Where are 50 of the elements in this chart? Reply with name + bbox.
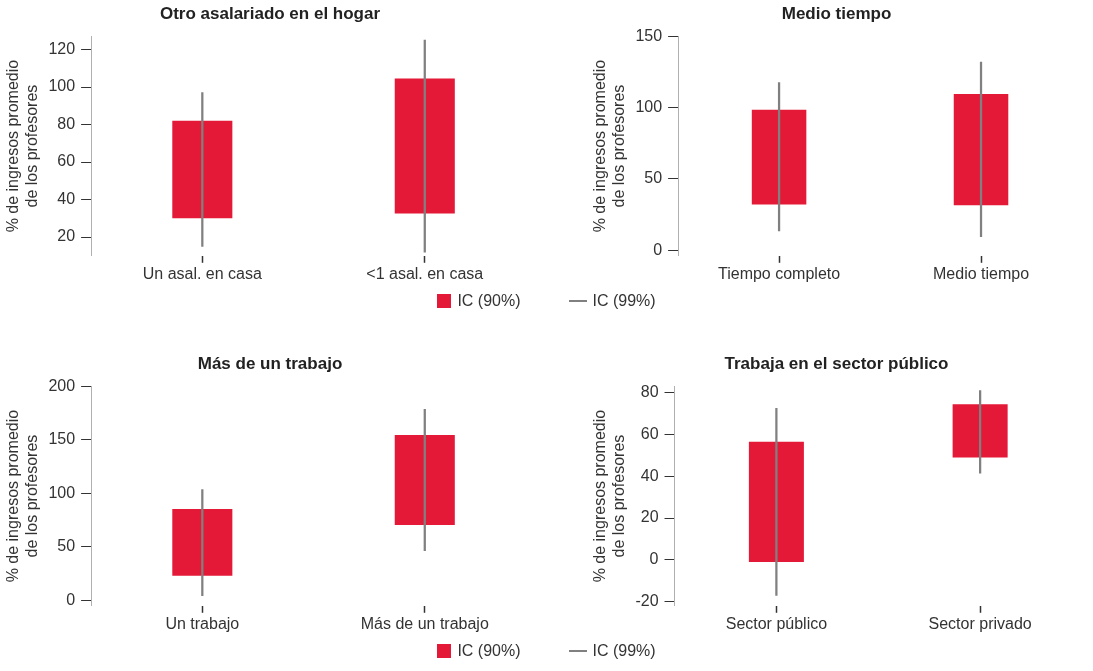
y-tick-label: 120 [48, 39, 76, 57]
y-axis-title: % de ingresos promedio de los profesores [4, 59, 41, 233]
x-tick-label: Un asal. en casa [142, 264, 263, 282]
x-tick-label: Sector privado [928, 614, 1032, 632]
y-tick-label: 100 [635, 98, 663, 116]
bar [751, 109, 807, 205]
y-tick-label: 0 [649, 550, 659, 568]
y-tick-label: 80 [57, 114, 76, 132]
y-axis-title: % de ingresos promedio de los profesores [4, 409, 41, 583]
y-tick-label: 60 [57, 152, 76, 170]
y-axis-title: % de ingresos promedio de los profesores [591, 409, 628, 583]
bar [748, 441, 804, 562]
bar [953, 94, 1009, 206]
x-tick-label: Más de un trabajo [360, 614, 489, 632]
y-tick-label: 20 [640, 508, 659, 526]
x-tick-label: Tiempo completo [718, 264, 841, 282]
y-tick-label: 80 [640, 383, 659, 401]
y-tick-label: 150 [635, 26, 663, 44]
y-tick-label: 40 [57, 189, 76, 207]
y-tick-label: 50 [644, 169, 663, 187]
bar [172, 508, 233, 576]
y-tick-label: 0 [66, 590, 76, 608]
y-tick-label: 0 [653, 240, 663, 258]
bar [394, 78, 455, 214]
y-tick-label: -20 [635, 592, 659, 610]
legend-label: IC (99%) [592, 642, 656, 660]
chart-title: Medio tiempo [781, 3, 892, 23]
x-tick-label: <1 asal. en casa [366, 264, 484, 282]
y-tick-label: 100 [48, 77, 76, 95]
y-tick-label: 40 [640, 466, 659, 484]
chart-title: Más de un trabajo [197, 353, 343, 373]
bar [952, 404, 1008, 458]
legend-label: IC (90%) [457, 292, 521, 310]
bar [172, 120, 233, 219]
legend-label: IC (99%) [592, 292, 656, 310]
y-axis-title: % de ingresos promedio de los profesores [591, 59, 628, 233]
x-tick-label: Un trabajo [165, 614, 240, 632]
y-tick-label: 50 [57, 537, 76, 555]
y-tick-label: 60 [640, 424, 659, 442]
legend-label: IC (90%) [457, 642, 521, 660]
bar [394, 435, 455, 525]
y-tick-label: 100 [48, 483, 76, 501]
y-tick-label: 150 [48, 430, 76, 448]
y-tick-label: 200 [48, 376, 76, 394]
x-tick-label: Medio tiempo [933, 264, 1030, 282]
bar [775, 408, 778, 596]
y-tick-label: 20 [57, 227, 76, 245]
chart-title: Otro asalariado en el hogar [159, 3, 381, 23]
chart-title: Trabaja en el sector público [724, 353, 949, 373]
x-tick-label: Sector público [725, 614, 828, 632]
